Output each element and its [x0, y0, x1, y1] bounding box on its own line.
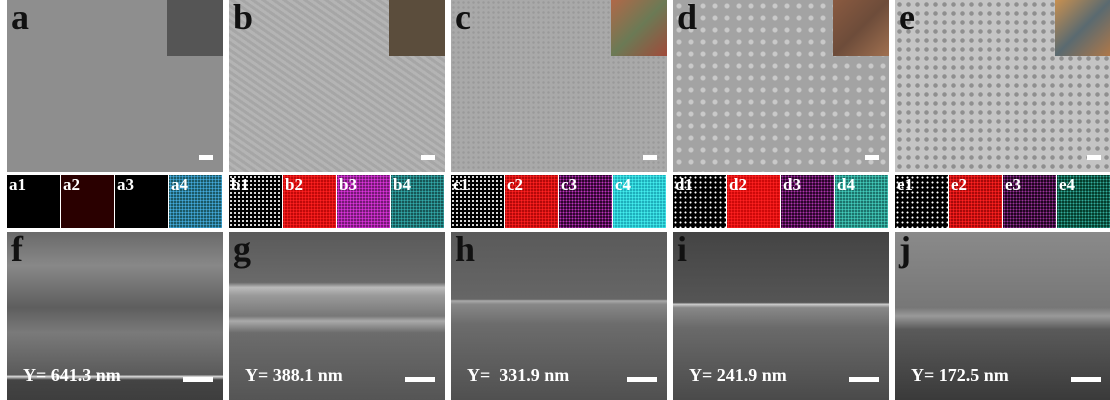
map-label: b3 — [339, 175, 357, 195]
eds-map: e4 — [1057, 175, 1110, 228]
scale-bar — [643, 155, 657, 160]
eds-map: d3 — [781, 175, 834, 228]
sem-image: e — [895, 0, 1110, 172]
panel-label: j — [899, 232, 911, 270]
eds-map: c1 — [451, 175, 504, 228]
scale-bar — [865, 155, 879, 160]
panel-label: f — [11, 232, 23, 270]
map-label: c3 — [561, 175, 577, 195]
map-label: d1 — [675, 175, 693, 195]
map-label: a4 — [171, 175, 188, 195]
sem-image: b — [229, 0, 445, 172]
eds-map: e2 — [949, 175, 1002, 228]
map-label: e4 — [1059, 175, 1075, 195]
thickness-label: Y= 172.5 nm — [911, 365, 1009, 386]
map-label: d3 — [783, 175, 801, 195]
panel-label: a — [11, 0, 29, 38]
map-label: a3 — [117, 175, 134, 195]
map-label: d2 — [729, 175, 747, 195]
photo-inset — [167, 0, 223, 56]
cross-section-image: g Y= 388.1 nm — [229, 232, 445, 400]
eds-map: a2 — [61, 175, 114, 228]
map-label: e1 — [897, 175, 913, 195]
eds-map: b1 — [229, 175, 282, 228]
sem-image: d — [673, 0, 889, 172]
eds-map: e1 — [895, 175, 948, 228]
map-label: a2 — [63, 175, 80, 195]
eds-map: c4 — [613, 175, 666, 228]
panel-label: e — [899, 0, 915, 38]
map-label: b1 — [231, 175, 249, 195]
figure: a a1 a2 a3 a4 b b1 b2 b3 b4 c c1 c2 c3 c4 d d1 d2 d3 d4 e e1 e… — [0, 0, 1110, 400]
map-label: c1 — [453, 175, 469, 195]
eds-map: b2 — [283, 175, 336, 228]
panel-label: i — [677, 232, 687, 270]
eds-map: e3 — [1003, 175, 1056, 228]
panel-label: d — [677, 0, 697, 38]
scale-bar — [421, 155, 435, 160]
map-label: a1 — [9, 175, 26, 195]
map-label: e3 — [1005, 175, 1021, 195]
eds-map: d4 — [835, 175, 888, 228]
map-label: c4 — [615, 175, 631, 195]
scale-bar — [183, 377, 213, 382]
page: {"panels": [ {"label": "a", "maps": ["a1… — [0, 0, 1110, 400]
scale-bar — [849, 377, 879, 382]
scale-bar — [1071, 377, 1101, 382]
panel-label: b — [233, 0, 253, 38]
thickness-label: Y= 331.9 nm — [467, 365, 569, 386]
eds-map: a1 — [7, 175, 60, 228]
scale-bar — [405, 377, 435, 382]
photo-inset — [1055, 0, 1110, 56]
cross-section-image: i Y= 241.9 nm — [673, 232, 889, 400]
thickness-label: Y= 241.9 nm — [689, 365, 787, 386]
photo-inset — [389, 0, 445, 56]
thickness-label: Y= 641.3 nm — [23, 365, 121, 386]
cross-section-image: j Y= 172.5 nm — [895, 232, 1110, 400]
scale-bar — [199, 155, 213, 160]
panel-label: c — [455, 0, 471, 38]
map-label: b2 — [285, 175, 303, 195]
map-label: e2 — [951, 175, 967, 195]
photo-inset — [833, 0, 889, 56]
map-label: d4 — [837, 175, 855, 195]
map-label: b4 — [393, 175, 411, 195]
sem-image: c — [451, 0, 667, 172]
eds-map: b4 — [391, 175, 444, 228]
cross-section-image: h Y= 331.9 nm — [451, 232, 667, 400]
thickness-label: Y= 388.1 nm — [245, 365, 343, 386]
scale-bar — [627, 377, 657, 382]
eds-map: a3 — [115, 175, 168, 228]
eds-map: c3 — [559, 175, 612, 228]
eds-map: b3 — [337, 175, 390, 228]
eds-map: a4 — [169, 175, 222, 228]
panel-label: g — [233, 232, 251, 270]
eds-map: d2 — [727, 175, 780, 228]
cross-section-image: f Y= 641.3 nm — [7, 232, 223, 400]
map-label: c2 — [507, 175, 523, 195]
photo-inset — [611, 0, 667, 56]
eds-map: d1 — [673, 175, 726, 228]
eds-map: c2 — [505, 175, 558, 228]
scale-bar — [1087, 155, 1101, 160]
sem-image: a — [7, 0, 223, 172]
panel-label: h — [455, 232, 475, 270]
